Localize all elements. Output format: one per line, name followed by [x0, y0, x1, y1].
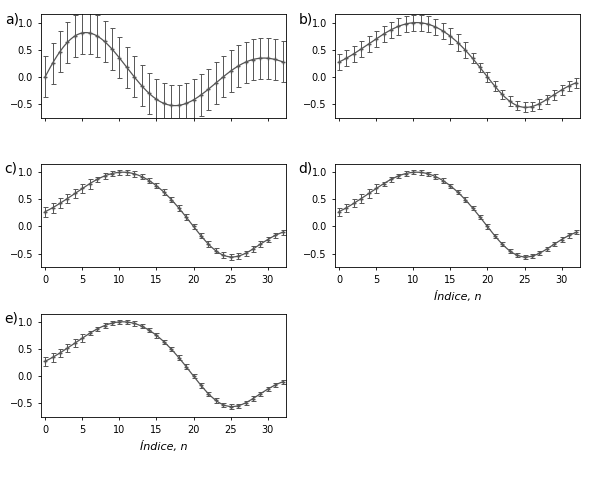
- Text: d): d): [298, 162, 313, 176]
- X-axis label: Índice, n: Índice, n: [140, 441, 188, 452]
- Text: c): c): [5, 162, 18, 176]
- X-axis label: Índice, n: Índice, n: [434, 291, 481, 302]
- Text: e): e): [5, 311, 18, 326]
- Text: a): a): [5, 12, 19, 26]
- Text: b): b): [298, 12, 313, 26]
